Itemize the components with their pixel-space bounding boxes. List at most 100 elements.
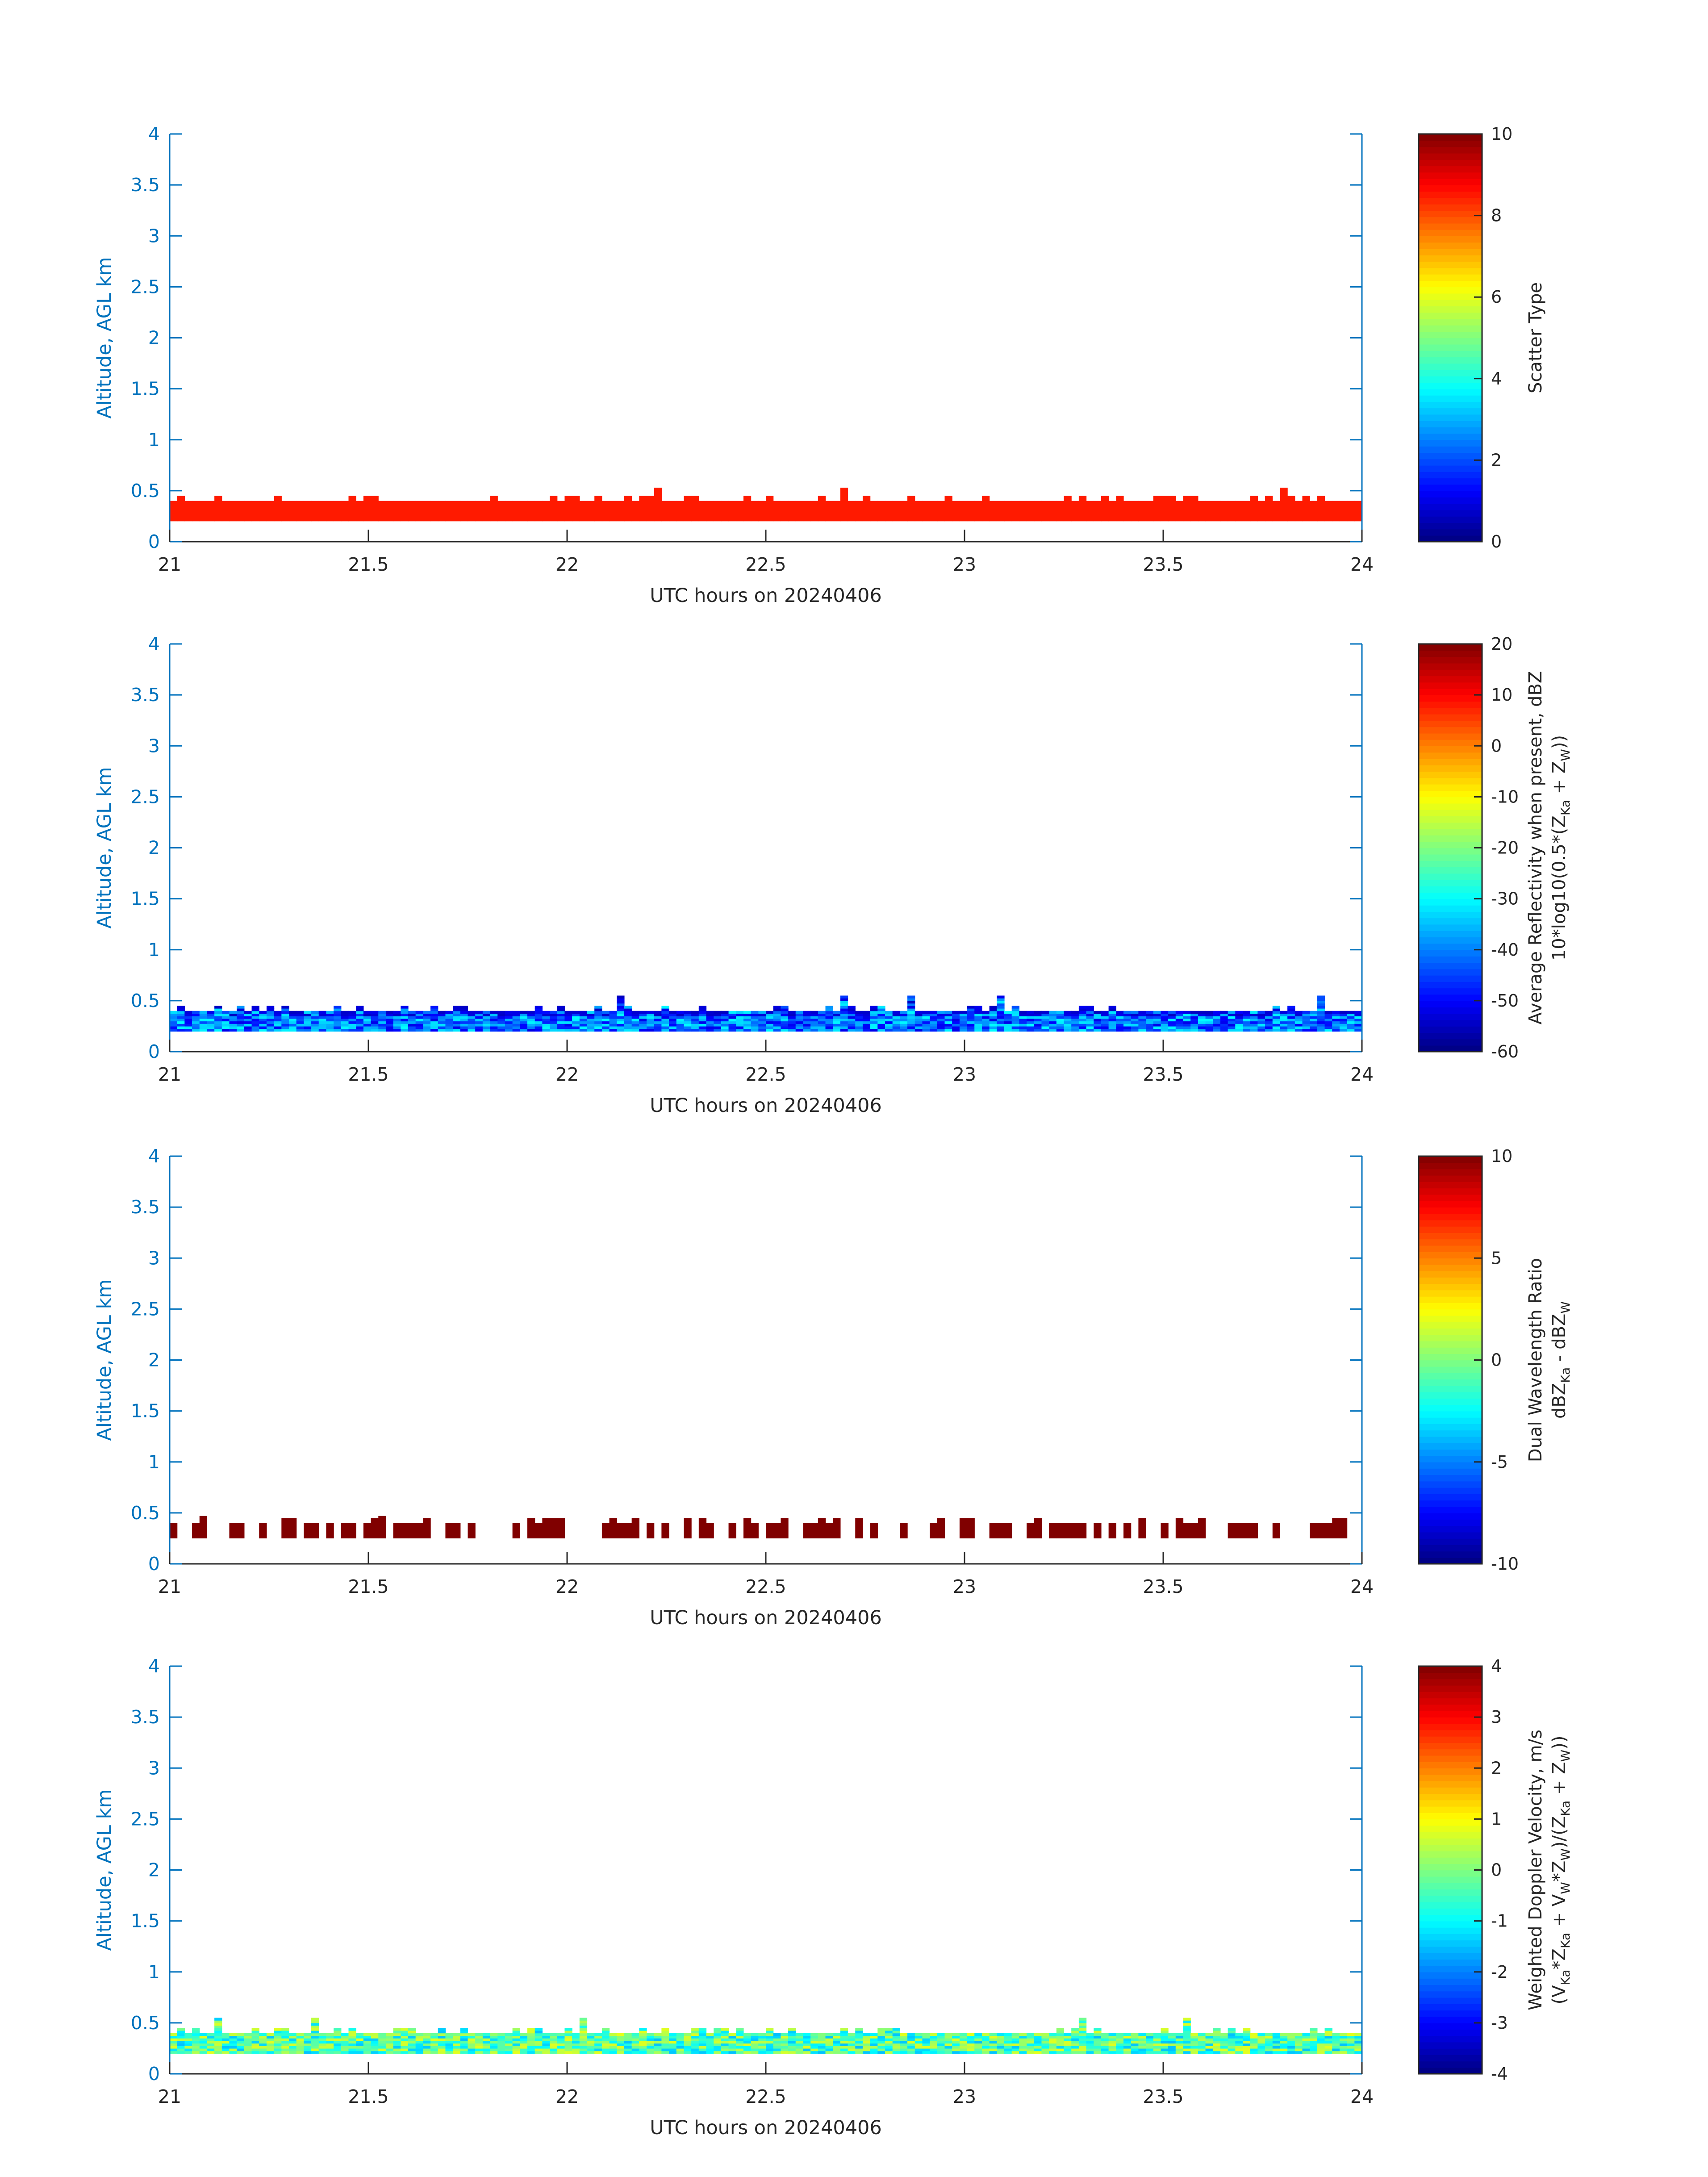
echo-cell xyxy=(490,2035,498,2039)
echo-cell xyxy=(423,1028,431,1032)
colorbar-segment xyxy=(1419,287,1482,294)
echo-cell xyxy=(855,2030,863,2034)
echo-cell xyxy=(453,1006,461,1009)
echo-cell xyxy=(214,2020,222,2023)
echo-cell xyxy=(698,2033,707,2036)
echo-cell xyxy=(281,2046,289,2049)
echo-cell xyxy=(1086,1016,1094,1019)
echo-cell xyxy=(438,1013,446,1016)
echo-cell xyxy=(341,1011,349,1014)
echo-cell xyxy=(1071,2038,1079,2041)
colorbar-segment xyxy=(1419,1672,1482,1680)
echo-cell xyxy=(766,2046,774,2049)
echo-cell xyxy=(698,1021,707,1024)
echo-cell xyxy=(669,1026,677,1029)
echo-cell xyxy=(781,1028,789,1032)
echo-cell xyxy=(1146,2040,1154,2044)
colorbar-segment xyxy=(1419,644,1482,651)
echo-cell xyxy=(1049,1016,1057,1019)
echo-cell xyxy=(669,2040,677,2044)
echo-cell xyxy=(527,1013,535,1016)
echo-cell xyxy=(1228,1016,1236,1019)
echo-cell xyxy=(221,2040,230,2044)
colorbar-segment xyxy=(1419,1851,1482,1858)
echo-cell xyxy=(1011,2048,1019,2052)
echo-cell xyxy=(468,2033,476,2036)
echo-cell xyxy=(385,501,394,522)
echo-cell xyxy=(870,501,878,522)
echo-cell xyxy=(341,2048,349,2052)
echo-cell xyxy=(221,2035,230,2039)
colorbar-segment xyxy=(1419,1749,1482,1756)
echo-cell xyxy=(192,2038,200,2041)
echo-cell xyxy=(647,496,655,522)
echo-cell xyxy=(564,2028,572,2031)
echo-cell xyxy=(885,2051,893,2054)
echo-cell xyxy=(1131,1026,1139,1029)
echo-cell xyxy=(1317,2043,1325,2046)
echo-cell xyxy=(743,2033,752,2036)
colorbar-segment xyxy=(1419,217,1482,224)
echo-cell xyxy=(654,2033,662,2036)
echo-cell xyxy=(1332,2048,1340,2052)
echo-cell xyxy=(1168,2046,1176,2049)
echo-cell xyxy=(415,2040,423,2044)
echo-cell xyxy=(177,1016,185,1019)
echo-cell xyxy=(930,2051,938,2054)
echo-cell xyxy=(617,2043,625,2046)
echo-cell xyxy=(840,2035,848,2039)
echo-cell xyxy=(997,1016,1005,1019)
echo-cell xyxy=(1153,1024,1161,1027)
echo-cell xyxy=(981,2038,990,2041)
echo-cell xyxy=(818,1016,826,1019)
echo-cell xyxy=(781,501,789,522)
echo-cell xyxy=(1034,1018,1042,1022)
echo-cell xyxy=(1257,1026,1265,1029)
echo-cell xyxy=(855,1011,863,1014)
echo-cell xyxy=(885,2043,893,2046)
echo-cell xyxy=(192,1018,200,1022)
echo-cell xyxy=(631,1018,639,1022)
echo-cell xyxy=(1265,1021,1273,1024)
echo-cell xyxy=(714,501,722,522)
colorbar-segment xyxy=(1419,739,1482,747)
echo-cell xyxy=(1228,2033,1236,2036)
echo-cell xyxy=(251,1026,259,1029)
echo-cell xyxy=(728,1018,736,1022)
echo-cell xyxy=(654,1028,662,1032)
echo-cell xyxy=(1027,2038,1035,2041)
echo-cell xyxy=(363,2040,372,2044)
echo-cell xyxy=(401,1006,409,1009)
echo-cell xyxy=(393,1021,401,1024)
echo-cell xyxy=(244,2043,252,2046)
echo-cell xyxy=(401,1008,409,1011)
echo-cell xyxy=(661,1006,669,1009)
echo-cell xyxy=(415,1018,423,1022)
echo-cell xyxy=(1011,1028,1019,1032)
echo-cell xyxy=(415,1016,423,1019)
echo-cell xyxy=(371,2038,379,2041)
echo-cell xyxy=(401,2038,409,2041)
echo-cell xyxy=(505,1026,513,1029)
echo-cell xyxy=(870,1018,878,1022)
x-tick-label: 22.5 xyxy=(745,2086,786,2107)
echo-cell xyxy=(430,2033,438,2036)
echo-cell xyxy=(989,1026,997,1029)
echo-cell xyxy=(311,501,319,522)
echo-cell xyxy=(214,1018,222,1022)
echo-cell xyxy=(274,1024,282,1027)
echo-cell xyxy=(743,1024,752,1027)
echo-cell xyxy=(512,2046,520,2049)
echo-cell xyxy=(609,1013,617,1016)
echo-cell xyxy=(497,501,505,522)
echo-cell xyxy=(579,1013,588,1016)
colorbar-segment xyxy=(1419,236,1482,243)
echo-cell xyxy=(676,1013,685,1016)
echo-cell xyxy=(661,2035,669,2039)
echo-cell xyxy=(1123,1018,1132,1022)
echo-cell xyxy=(475,2048,483,2052)
echo-cell xyxy=(445,2046,453,2049)
echo-cell xyxy=(1198,2038,1206,2041)
echo-cell xyxy=(1287,1006,1295,1009)
echo-cell xyxy=(892,2028,900,2031)
